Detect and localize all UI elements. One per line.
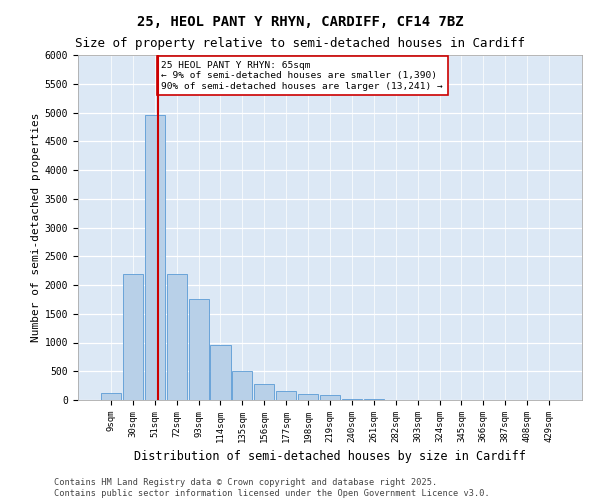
Text: 25 HEOL PANT Y RHYN: 65sqm
← 9% of semi-detached houses are smaller (1,390)
90% : 25 HEOL PANT Y RHYN: 65sqm ← 9% of semi-… <box>161 61 443 90</box>
Bar <box>167 274 187 400</box>
Bar <box>211 346 230 400</box>
Bar <box>342 399 362 400</box>
X-axis label: Distribution of semi-detached houses by size in Cardiff: Distribution of semi-detached houses by … <box>134 450 526 464</box>
Bar <box>101 393 121 400</box>
Bar <box>276 391 296 400</box>
Bar <box>188 300 209 400</box>
Bar <box>123 274 143 400</box>
Bar <box>320 395 340 400</box>
Bar <box>145 116 165 400</box>
Text: Size of property relative to semi-detached houses in Cardiff: Size of property relative to semi-detach… <box>75 38 525 51</box>
Y-axis label: Number of semi-detached properties: Number of semi-detached properties <box>31 113 41 342</box>
Bar <box>298 394 318 400</box>
Bar <box>254 384 274 400</box>
Text: 25, HEOL PANT Y RHYN, CARDIFF, CF14 7BZ: 25, HEOL PANT Y RHYN, CARDIFF, CF14 7BZ <box>137 15 463 29</box>
Bar <box>232 371 253 400</box>
Text: Contains HM Land Registry data © Crown copyright and database right 2025.
Contai: Contains HM Land Registry data © Crown c… <box>54 478 490 498</box>
